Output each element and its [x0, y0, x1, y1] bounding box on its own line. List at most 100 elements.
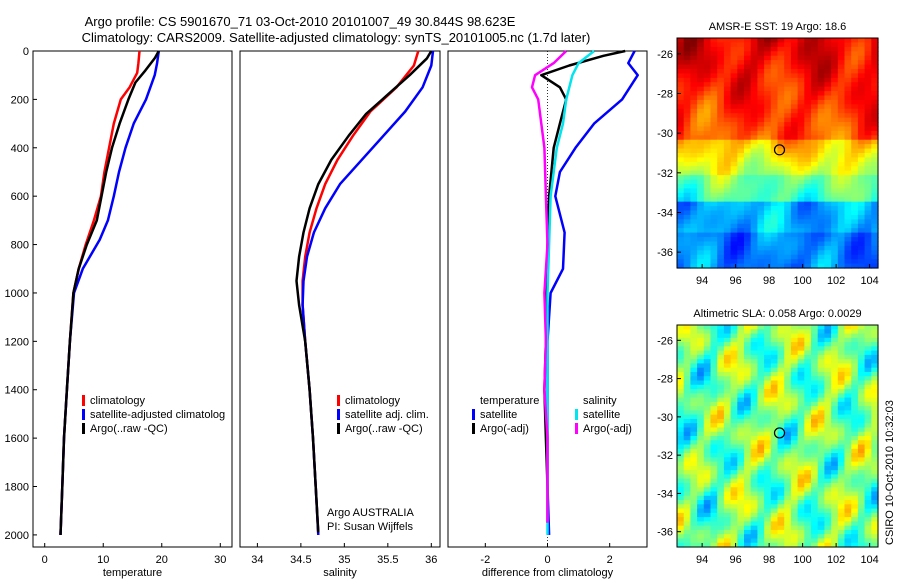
heatmap-cell [697, 263, 705, 269]
heatmap-cell [710, 453, 718, 458]
heatmap-cell [717, 241, 725, 247]
heatmap-cell [824, 95, 832, 101]
heatmap-cell [804, 529, 812, 535]
heatmap-cell [804, 148, 812, 154]
heatmap-cell [804, 77, 812, 83]
heatmap-cell [857, 263, 866, 269]
heatmap-cell [744, 206, 752, 212]
heatmap-cell [844, 42, 852, 48]
heatmap-cell [730, 470, 738, 476]
heatmap-cell [690, 474, 698, 480]
heatmap-cell [824, 219, 832, 225]
heatmap-cell [784, 444, 792, 450]
heatmap-cell [824, 436, 832, 441]
heatmap-cell [804, 183, 812, 189]
heatmap-cell [777, 60, 785, 66]
heatmap-cell [784, 517, 792, 522]
heatmap-cell [744, 210, 752, 216]
heatmap-cell [790, 354, 799, 360]
heatmap-cell [857, 86, 866, 92]
heatmap-cell [703, 346, 712, 352]
header-line-2: Climatology: CARS2009. Satellite-adjuste… [82, 30, 591, 45]
heatmap-cell [784, 423, 792, 429]
heatmap-cell [717, 245, 725, 251]
heatmap-cell [790, 457, 799, 463]
heatmap-cell [844, 538, 852, 544]
heatmap-cell [871, 241, 879, 247]
heatmap-cell [697, 77, 705, 83]
heatmap-cell [737, 534, 745, 540]
heatmap-cell [770, 325, 779, 330]
heatmap-cell [717, 99, 725, 105]
heatmap-cell [723, 448, 732, 454]
heatmap-cell [811, 444, 819, 450]
heatmap-cell [857, 237, 866, 243]
heatmap-cell [797, 64, 805, 70]
heatmap-cell [817, 491, 825, 497]
heatmap-cell [690, 73, 698, 79]
heatmap-cell [857, 359, 866, 365]
heatmap-cell [710, 367, 718, 373]
heatmap-cell [764, 51, 772, 57]
heatmap-cell [757, 508, 765, 514]
heatmap-cell [737, 465, 745, 471]
heatmap-cell [857, 241, 866, 247]
heatmap-cell [797, 77, 805, 83]
heatmap-cell [844, 104, 852, 110]
heatmap-cell [831, 525, 839, 531]
heatmap-cell [824, 478, 832, 484]
heatmap-cell [871, 82, 879, 88]
heatmap-cell [730, 42, 738, 48]
heatmap-cell [677, 380, 685, 386]
heatmap-cell [844, 371, 852, 377]
heatmap-cell [764, 42, 772, 48]
heatmap-cell [824, 521, 832, 527]
heatmap-cell [811, 254, 819, 260]
heatmap-cell [857, 491, 866, 497]
heatmap-cell [717, 122, 725, 128]
heatmap-cell [690, 393, 698, 399]
heatmap-cell [797, 418, 805, 424]
series-line-2 [295, 50, 433, 533]
heatmap-cell [744, 465, 752, 471]
heatmap-cell [744, 504, 752, 510]
heatmap-cell [871, 179, 879, 185]
heatmap-cell [871, 380, 879, 386]
heatmap-cell [831, 521, 839, 527]
heatmap-cell [677, 495, 685, 501]
heatmap-cell [744, 91, 752, 97]
heatmap-cell [744, 444, 752, 450]
heatmap-cell [690, 237, 698, 243]
heatmap-cell [811, 250, 819, 256]
heatmap-cell [817, 104, 825, 110]
heatmap-cell [750, 414, 758, 420]
heatmap-cell [717, 453, 725, 458]
heatmap-cell [831, 325, 839, 330]
heatmap-cell [683, 371, 691, 377]
heatmap-cell [737, 354, 745, 360]
heatmap-cell [871, 250, 879, 256]
heatmap-cell [811, 139, 819, 145]
heatmap-cell [744, 95, 752, 101]
heatmap-cell [744, 329, 752, 335]
x-tick-label: 100 [793, 554, 811, 566]
heatmap-cell [811, 77, 819, 83]
heatmap-cell [697, 73, 705, 79]
heatmap-cell [857, 153, 866, 159]
heatmap-cell [857, 337, 866, 343]
heatmap-cell [837, 504, 846, 510]
heatmap-cell [831, 457, 839, 463]
heatmap-cell [817, 500, 825, 505]
heatmap-cell [811, 500, 819, 505]
heatmap-cell [690, 166, 698, 172]
heatmap-cell [723, 474, 732, 480]
heatmap-cell [831, 46, 839, 52]
heatmap-cell [723, 237, 732, 243]
heatmap-cell [757, 122, 765, 128]
heatmap-cell [703, 406, 712, 411]
heatmap-cell [831, 542, 839, 548]
heatmap-cell [857, 139, 866, 145]
heatmap-cell [677, 529, 685, 535]
heatmap-cell [723, 354, 732, 360]
heatmap-cell [837, 342, 846, 347]
